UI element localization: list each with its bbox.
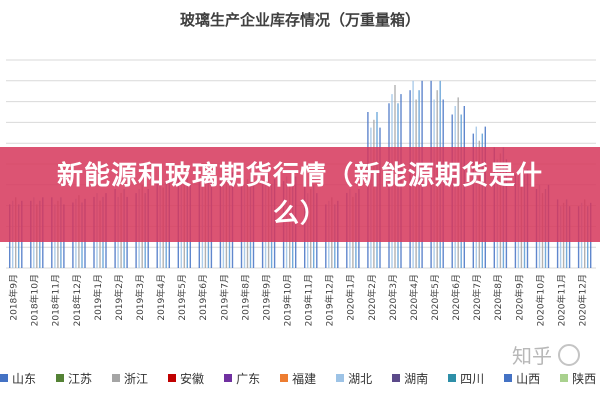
chart-legend: 山东 江苏 浙江 安徽 广东 福建 湖北 湖南 四川 山西 陕西 bbox=[0, 366, 600, 390]
chart-title: 玻璃生产企业库存情况（万重量箱） bbox=[180, 11, 420, 29]
x-tick-label: 2019年9月 bbox=[260, 274, 272, 321]
x-tick-label: 2018年11月 bbox=[50, 274, 62, 326]
legend-label: 浙江 bbox=[124, 371, 149, 386]
x-tick-label: 2019年2月 bbox=[113, 274, 125, 321]
x-tick-label: 2020年12月 bbox=[577, 274, 589, 326]
legend-item: 江苏 bbox=[56, 370, 92, 387]
legend-swatch bbox=[224, 374, 233, 382]
x-tick-label: 2019年11月 bbox=[303, 274, 315, 326]
title-banner: 新能源和玻璃期货行情（新能源期货是什么） bbox=[0, 147, 600, 242]
legend-label: 湖南 bbox=[404, 371, 429, 386]
watermark-badge-icon bbox=[558, 343, 580, 366]
legend-item: 四川 bbox=[448, 370, 484, 387]
x-tick-label: 2019年6月 bbox=[197, 274, 209, 321]
legend-label: 江苏 bbox=[68, 371, 93, 386]
watermark-text: 知乎 bbox=[512, 344, 552, 368]
x-tick-label: 2019年4月 bbox=[155, 274, 167, 321]
legend-item: 广东 bbox=[224, 370, 260, 387]
x-tick-label: 2020年5月 bbox=[429, 274, 441, 321]
legend-label: 湖北 bbox=[348, 371, 373, 386]
x-tick-label: 2020年6月 bbox=[450, 274, 462, 321]
x-tick-label: 2020年4月 bbox=[408, 274, 420, 321]
legend-swatch bbox=[112, 374, 121, 382]
legend-swatch bbox=[336, 374, 345, 382]
legend-item: 山东 bbox=[0, 370, 36, 387]
legend-label: 山东 bbox=[12, 371, 37, 386]
zhihu-watermark: 知乎 bbox=[512, 340, 580, 369]
legend-swatch bbox=[280, 374, 289, 382]
x-tick-label: 2019年1月 bbox=[92, 274, 104, 321]
x-tick-label: 2020年9月 bbox=[513, 274, 525, 321]
x-axis-labels: 2018年9月 2018年10月 2018年11月 2018年12月 2019年1月 20… bbox=[8, 274, 589, 326]
legend-label: 福建 bbox=[292, 371, 317, 386]
x-tick-label: 2019年12月 bbox=[324, 274, 336, 326]
legend-label: 广东 bbox=[236, 371, 261, 386]
legend-item: 湖北 bbox=[336, 370, 372, 387]
x-tick-label: 2019年7月 bbox=[218, 274, 230, 321]
legend-item: 陕西 bbox=[560, 370, 596, 387]
legend-swatch bbox=[560, 374, 569, 382]
legend-swatch bbox=[392, 374, 401, 382]
x-tick-label: 2020年8月 bbox=[492, 274, 504, 321]
legend-item: 山西 bbox=[504, 370, 540, 387]
legend-item: 浙江 bbox=[112, 370, 148, 387]
x-tick-label: 2018年9月 bbox=[8, 274, 20, 321]
legend-label: 四川 bbox=[460, 371, 485, 386]
legend-swatch bbox=[56, 374, 65, 382]
x-tick-label: 2019年8月 bbox=[239, 274, 251, 321]
legend-item: 湖南 bbox=[392, 370, 428, 387]
x-tick-label: 2020年7月 bbox=[471, 274, 483, 321]
legend-label: 山西 bbox=[516, 371, 541, 386]
x-tick-label: 2020年11月 bbox=[555, 274, 567, 326]
x-tick-label: 2019年3月 bbox=[134, 274, 146, 321]
x-tick-label: 2020年3月 bbox=[387, 274, 399, 321]
x-tick-label: 2019年5月 bbox=[176, 274, 188, 321]
x-tick-label: 2020年2月 bbox=[366, 274, 378, 321]
legend-label: 安徽 bbox=[180, 371, 205, 386]
legend-item: 安徽 bbox=[168, 370, 204, 387]
x-tick-label: 2018年12月 bbox=[71, 274, 83, 326]
legend-swatch bbox=[168, 374, 177, 382]
x-tick-label: 2020年1月 bbox=[345, 274, 357, 321]
legend-swatch bbox=[0, 374, 8, 382]
legend-item: 福建 bbox=[280, 370, 316, 387]
banner-text: 新能源和玻璃期货行情（新能源期货是什么） bbox=[56, 160, 543, 229]
legend-label: 陕西 bbox=[572, 371, 597, 386]
x-tick-label: 2020年10月 bbox=[534, 274, 546, 326]
legend-swatch bbox=[448, 374, 457, 382]
legend-swatch bbox=[504, 374, 513, 382]
x-tick-label: 2018年10月 bbox=[29, 274, 41, 326]
x-tick-label: 2019年10月 bbox=[282, 274, 294, 326]
